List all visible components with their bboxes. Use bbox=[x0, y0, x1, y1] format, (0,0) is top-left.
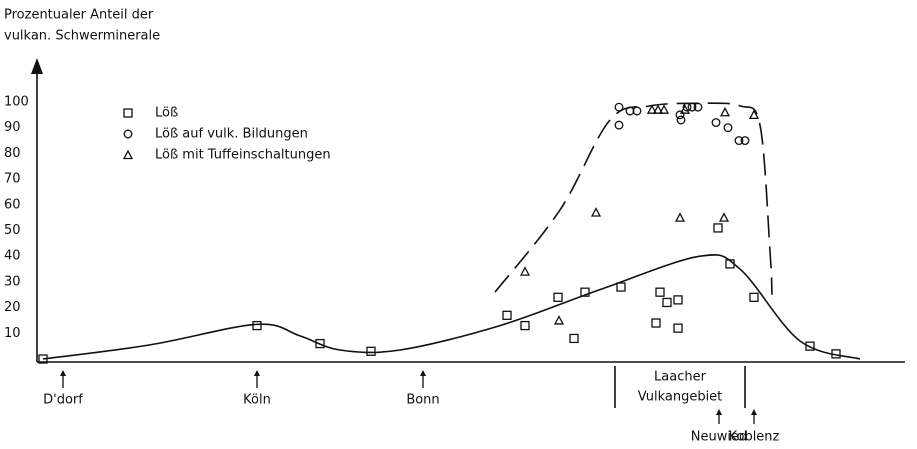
location-label: D'dorf bbox=[43, 393, 83, 408]
square-marker bbox=[616, 282, 626, 292]
legend-label: Löß auf vulk. Bildungen bbox=[155, 127, 308, 142]
square-marker bbox=[713, 223, 723, 233]
triangle-marker bbox=[590, 207, 602, 217]
location-arrowhead bbox=[254, 370, 260, 376]
circle-marker bbox=[723, 123, 733, 133]
y-tick-label: 100 bbox=[4, 95, 29, 110]
square-marker bbox=[673, 295, 683, 305]
circle-marker bbox=[123, 129, 133, 139]
y-tick-label: 30 bbox=[4, 274, 21, 289]
location-arrowhead bbox=[420, 370, 426, 376]
circle-marker bbox=[740, 136, 750, 145]
square-marker bbox=[502, 310, 512, 320]
solid-curve bbox=[42, 253, 861, 360]
square-marker bbox=[655, 287, 665, 297]
y-tick-label: 50 bbox=[4, 223, 21, 238]
triangle-marker bbox=[718, 212, 730, 222]
triangle-marker bbox=[748, 109, 760, 119]
circle-marker bbox=[711, 118, 721, 128]
square-marker bbox=[805, 341, 815, 351]
region-label: Vulkangebiet bbox=[638, 390, 723, 405]
triangle-marker bbox=[553, 315, 565, 325]
legend-label: Löß mit Tuffeinschaltungen bbox=[155, 148, 331, 163]
square-marker bbox=[252, 320, 262, 331]
triangle-marker bbox=[652, 104, 664, 114]
y-tick-label: 70 bbox=[4, 172, 21, 187]
square-marker bbox=[520, 320, 530, 331]
square-marker bbox=[749, 292, 759, 302]
circle-marker bbox=[614, 120, 624, 130]
square-marker bbox=[553, 292, 563, 302]
square-marker bbox=[123, 108, 133, 118]
location-arrowhead bbox=[60, 370, 66, 376]
square-marker bbox=[673, 323, 683, 333]
y-tick-label: 90 bbox=[4, 120, 21, 135]
y-axis-arrow bbox=[31, 58, 43, 74]
square-marker bbox=[315, 338, 325, 349]
triangle-marker bbox=[679, 104, 691, 114]
circle-marker bbox=[734, 136, 744, 145]
y-tick-label: 80 bbox=[4, 146, 21, 161]
location-label: Koblenz bbox=[729, 430, 780, 445]
triangle-marker bbox=[122, 149, 134, 160]
region-label: Laacher bbox=[654, 370, 707, 385]
dashed-curve bbox=[494, 102, 773, 295]
y-tick-label: 10 bbox=[4, 326, 21, 341]
location-label: Bonn bbox=[406, 393, 439, 408]
y-tick-label: 20 bbox=[4, 300, 21, 315]
chart-subtitle: vulkan. Schwerminerale bbox=[4, 29, 160, 44]
triangle-marker bbox=[519, 266, 531, 276]
location-arrowhead bbox=[716, 409, 722, 415]
triangle-marker bbox=[658, 104, 670, 114]
legend-label: Löß bbox=[155, 106, 178, 121]
square-marker bbox=[651, 318, 661, 328]
y-tick-label: 40 bbox=[4, 249, 21, 264]
location-label: Neuwied bbox=[691, 430, 747, 445]
location-arrowhead bbox=[751, 409, 757, 415]
circle-marker bbox=[632, 106, 642, 116]
y-tick-label: 60 bbox=[4, 197, 21, 212]
square-marker bbox=[662, 297, 672, 308]
circle-marker bbox=[676, 115, 686, 125]
circle-marker bbox=[675, 110, 685, 120]
location-label: Köln bbox=[243, 393, 271, 408]
chart-title: Prozentualer Anteil der bbox=[4, 8, 154, 23]
square-marker bbox=[366, 346, 376, 356]
triangle-marker bbox=[646, 104, 658, 114]
triangle-marker bbox=[674, 212, 686, 222]
square-marker bbox=[569, 333, 579, 344]
triangle-marker bbox=[719, 106, 731, 117]
square-marker bbox=[580, 287, 590, 297]
